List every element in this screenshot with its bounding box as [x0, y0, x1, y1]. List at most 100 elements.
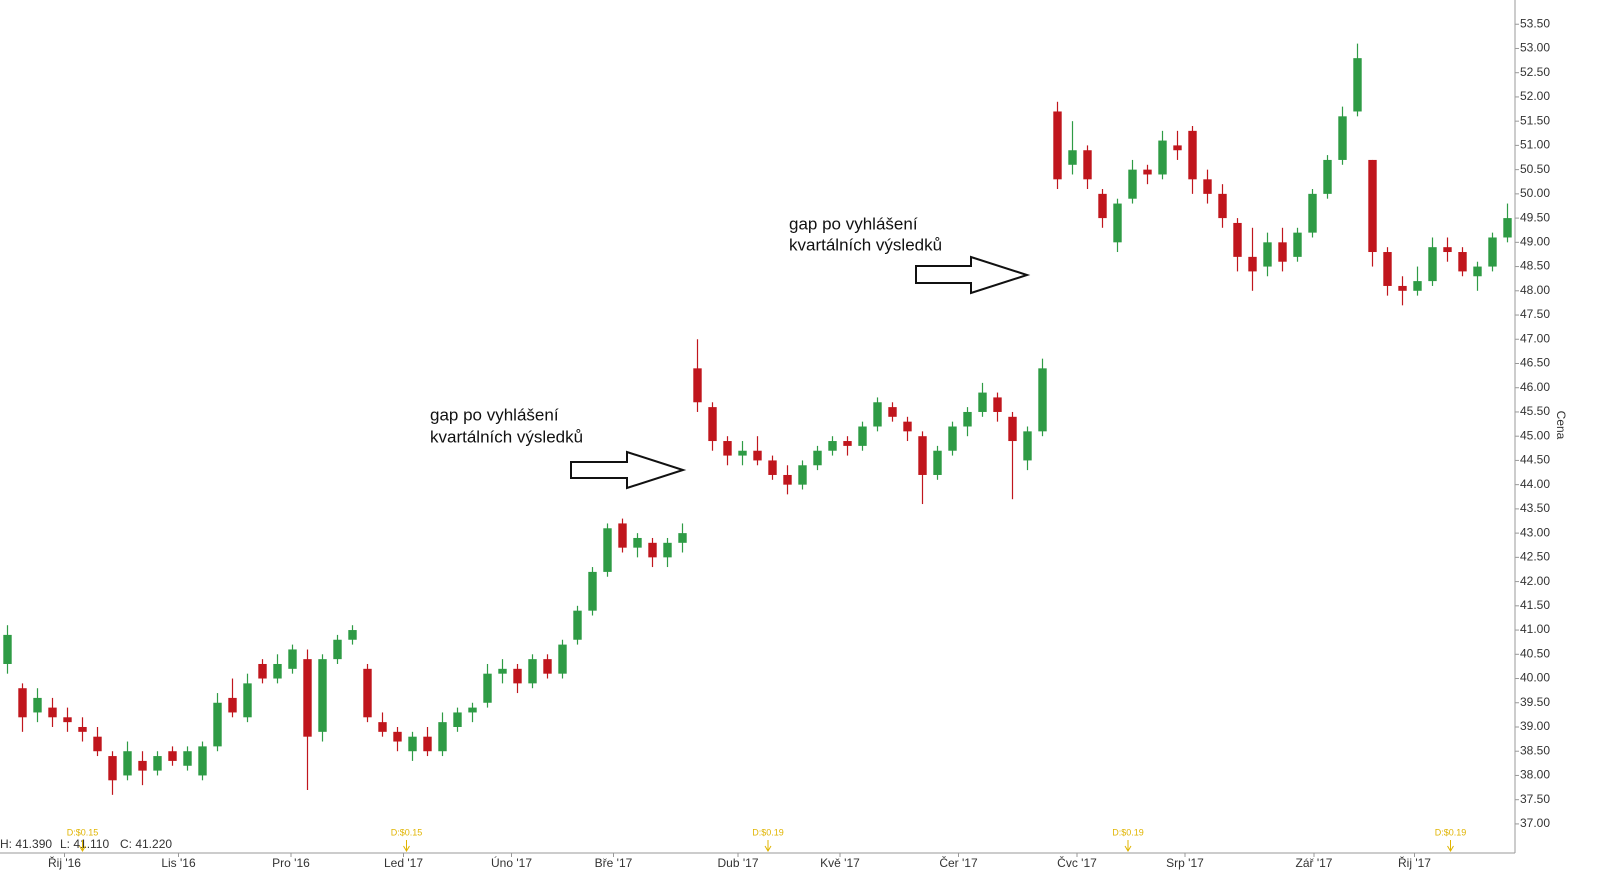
candle-body [573, 610, 582, 640]
y-tick-label: 47.50 [1520, 307, 1550, 321]
candle-body [33, 697, 42, 713]
candle-body [993, 397, 1002, 412]
dividend-marker [1124, 840, 1132, 852]
candle-body [858, 426, 867, 446]
y-tick-label: 53.50 [1520, 16, 1550, 30]
dividend-marker [403, 840, 410, 852]
candle-body [198, 746, 207, 776]
candle-body [933, 450, 942, 475]
y-tick-label: 52.50 [1520, 65, 1550, 79]
x-tick-label: Srp '17 [1166, 856, 1204, 870]
candle-body [438, 722, 447, 752]
candle-body [243, 683, 252, 718]
x-tick-label: Lis '16 [161, 856, 196, 870]
candle-body [1503, 218, 1512, 238]
candle-body [18, 688, 27, 718]
y-tick-label: 37.50 [1520, 792, 1550, 806]
candle-body [93, 736, 102, 752]
annotation: kvartálních výsledků [789, 235, 942, 254]
y-tick-label: 46.50 [1520, 356, 1550, 370]
candle-body [258, 663, 267, 679]
candle-body [1008, 416, 1017, 442]
dividend-marker [1447, 840, 1454, 852]
candle-body [1278, 242, 1287, 262]
candle-body [1068, 150, 1077, 165]
candle-body [543, 659, 552, 674]
x-tick-label: Čer '17 [939, 855, 978, 870]
x-tick-label: Pro '16 [272, 856, 310, 870]
x-tick-label: Kvě '17 [820, 856, 860, 870]
candle-body [813, 450, 822, 466]
candle-body [48, 707, 57, 718]
dividend-label: D:$0.19 [1112, 827, 1144, 837]
candle-body [783, 474, 792, 485]
y-tick-label: 44.50 [1520, 453, 1550, 467]
candle-body [183, 751, 192, 766]
candle-body [273, 663, 282, 679]
candle-body [63, 717, 72, 723]
annotation: gap po vyhlášení [789, 214, 918, 233]
dividend-label: D:$0.19 [1435, 827, 1467, 837]
candle-body [1473, 266, 1482, 277]
x-tick-label: Řij '16 [48, 855, 81, 870]
candle-body [1128, 169, 1137, 199]
candle-body [513, 668, 522, 684]
y-tick-label: 49.00 [1520, 235, 1550, 249]
y-tick-label: 46.00 [1520, 380, 1550, 394]
y-tick-label: 44.00 [1520, 477, 1550, 491]
dividend-marker [764, 840, 772, 852]
y-tick-label: 42.50 [1520, 550, 1550, 564]
candle-body [918, 436, 927, 475]
x-tick-label: Zář '17 [1296, 856, 1333, 870]
y-tick-label: 47.00 [1520, 331, 1550, 345]
candle-body [663, 542, 672, 558]
candle-body [888, 407, 897, 417]
candle-body [708, 407, 717, 442]
x-tick-label: Čvc '17 [1057, 855, 1097, 870]
candle-body [873, 402, 882, 427]
candle-body [828, 441, 837, 451]
annotation: kvartálních výsledků [430, 427, 583, 446]
candle-body [1113, 203, 1122, 243]
status-low: L: 41.110 [60, 837, 109, 851]
y-tick-label: 37.00 [1520, 816, 1550, 830]
candle-body [333, 639, 342, 660]
candle-body [1173, 145, 1182, 151]
y-tick-label: 40.50 [1520, 646, 1550, 660]
candle-body [678, 533, 687, 543]
dividend-label: D:$0.15 [67, 827, 99, 837]
candle-body [603, 528, 612, 572]
candle-body [498, 668, 507, 674]
candle-body [1443, 247, 1452, 253]
candle-body [843, 441, 852, 446]
candle-body [1083, 150, 1092, 180]
candle-body [1338, 116, 1347, 160]
candle-body [528, 659, 537, 684]
candle-body [1353, 58, 1362, 112]
candle-body [303, 659, 312, 737]
candle-body [1233, 222, 1242, 257]
y-tick-label: 50.50 [1520, 162, 1550, 176]
annotation: gap po vyhlášení [430, 405, 559, 424]
x-tick-label: Úno '17 [491, 855, 532, 870]
candle-body [1053, 111, 1062, 180]
candle-body [903, 421, 912, 432]
y-tick-label: 38.00 [1520, 768, 1550, 782]
x-tick-label: Led '17 [384, 856, 423, 870]
arrow [915, 255, 1031, 295]
candle-body [468, 707, 477, 713]
candle-body [558, 644, 567, 674]
y-tick-label: 49.50 [1520, 210, 1550, 224]
y-tick-label: 51.00 [1520, 138, 1550, 152]
candle-body [123, 751, 132, 776]
candle-body [168, 751, 177, 761]
y-tick-label: 53.00 [1520, 41, 1550, 55]
candle-body [753, 450, 762, 461]
y-tick-label: 41.50 [1520, 598, 1550, 612]
candle-body [3, 634, 12, 664]
y-tick-label: 40.00 [1520, 671, 1550, 685]
candle-body [1368, 159, 1377, 253]
candle-body [1488, 237, 1497, 267]
arrow [570, 450, 687, 490]
